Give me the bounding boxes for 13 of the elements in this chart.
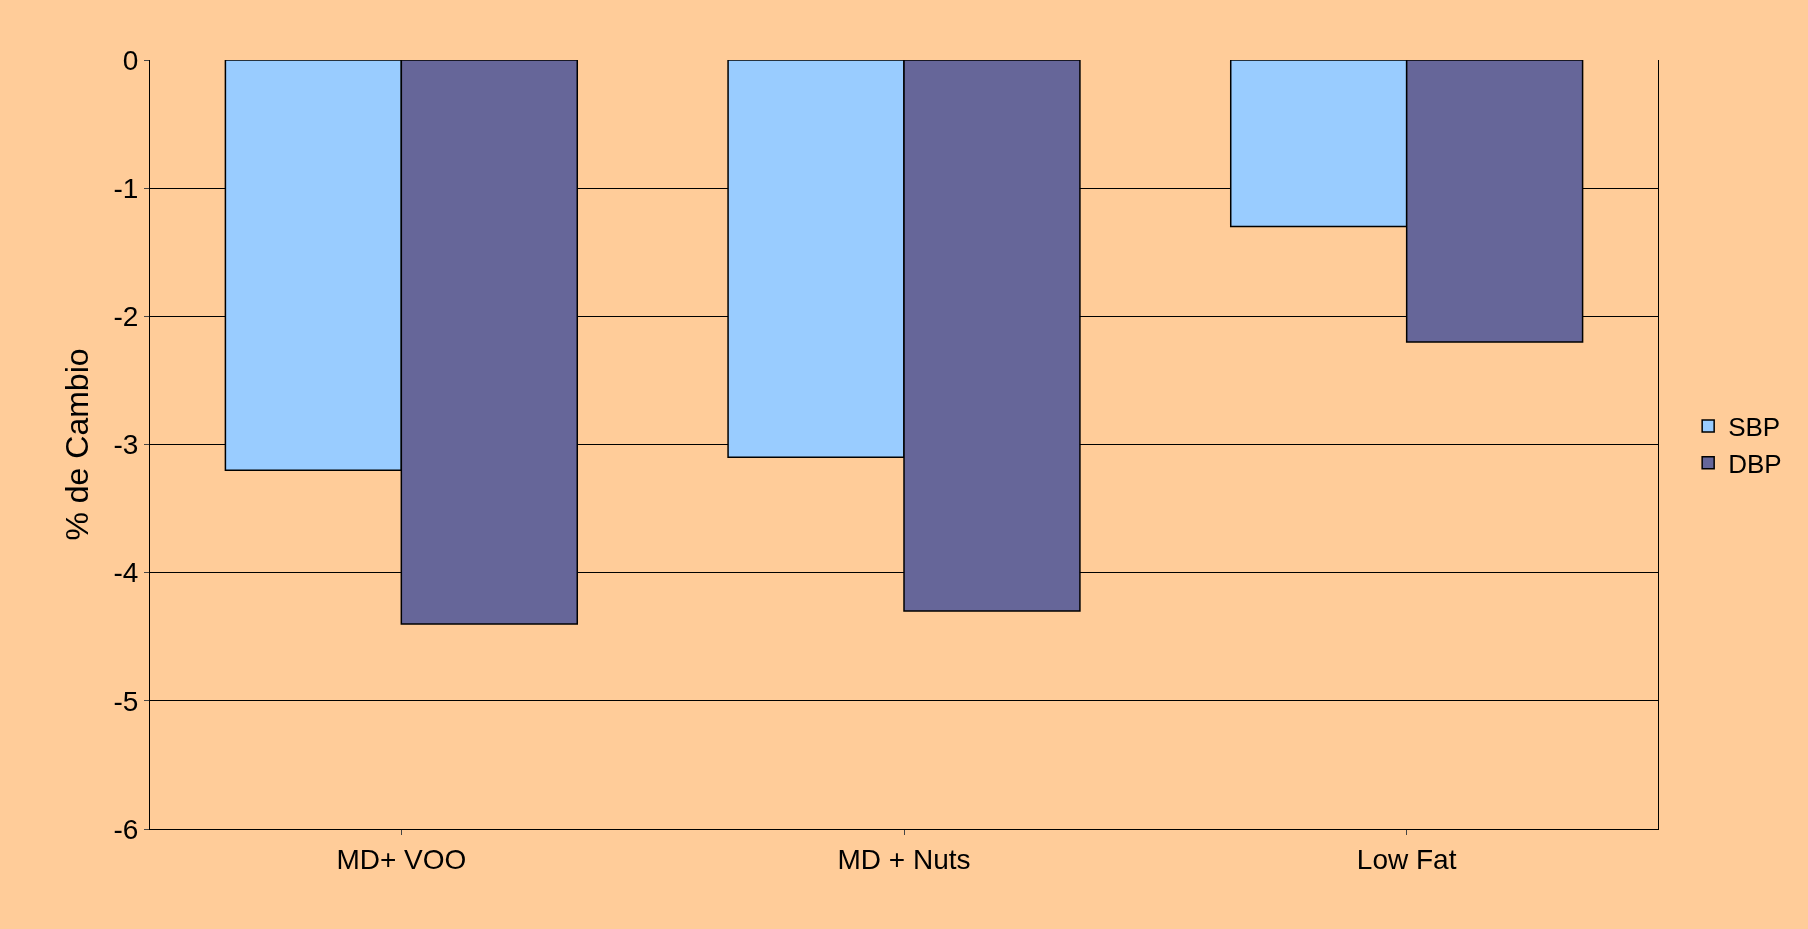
y-tick-label: -6 bbox=[113, 813, 139, 845]
x-tick-label: MD+ VOO bbox=[336, 843, 467, 875]
y-axis-title: % de Cambio bbox=[58, 348, 95, 541]
y-tick-label: -5 bbox=[113, 685, 139, 717]
y-tick-label: -1 bbox=[113, 172, 139, 204]
y-tick-label: -2 bbox=[113, 301, 139, 333]
y-tick-label: -4 bbox=[113, 557, 139, 589]
legend-label: SBP bbox=[1728, 412, 1781, 443]
y-tick-label: 0 bbox=[122, 44, 139, 76]
x-tick-label: Low Fat bbox=[1356, 843, 1457, 875]
y-tick-label: -3 bbox=[113, 429, 139, 461]
legend-label: DBP bbox=[1728, 448, 1782, 479]
x-tick-label: MD + Nuts bbox=[837, 843, 971, 875]
